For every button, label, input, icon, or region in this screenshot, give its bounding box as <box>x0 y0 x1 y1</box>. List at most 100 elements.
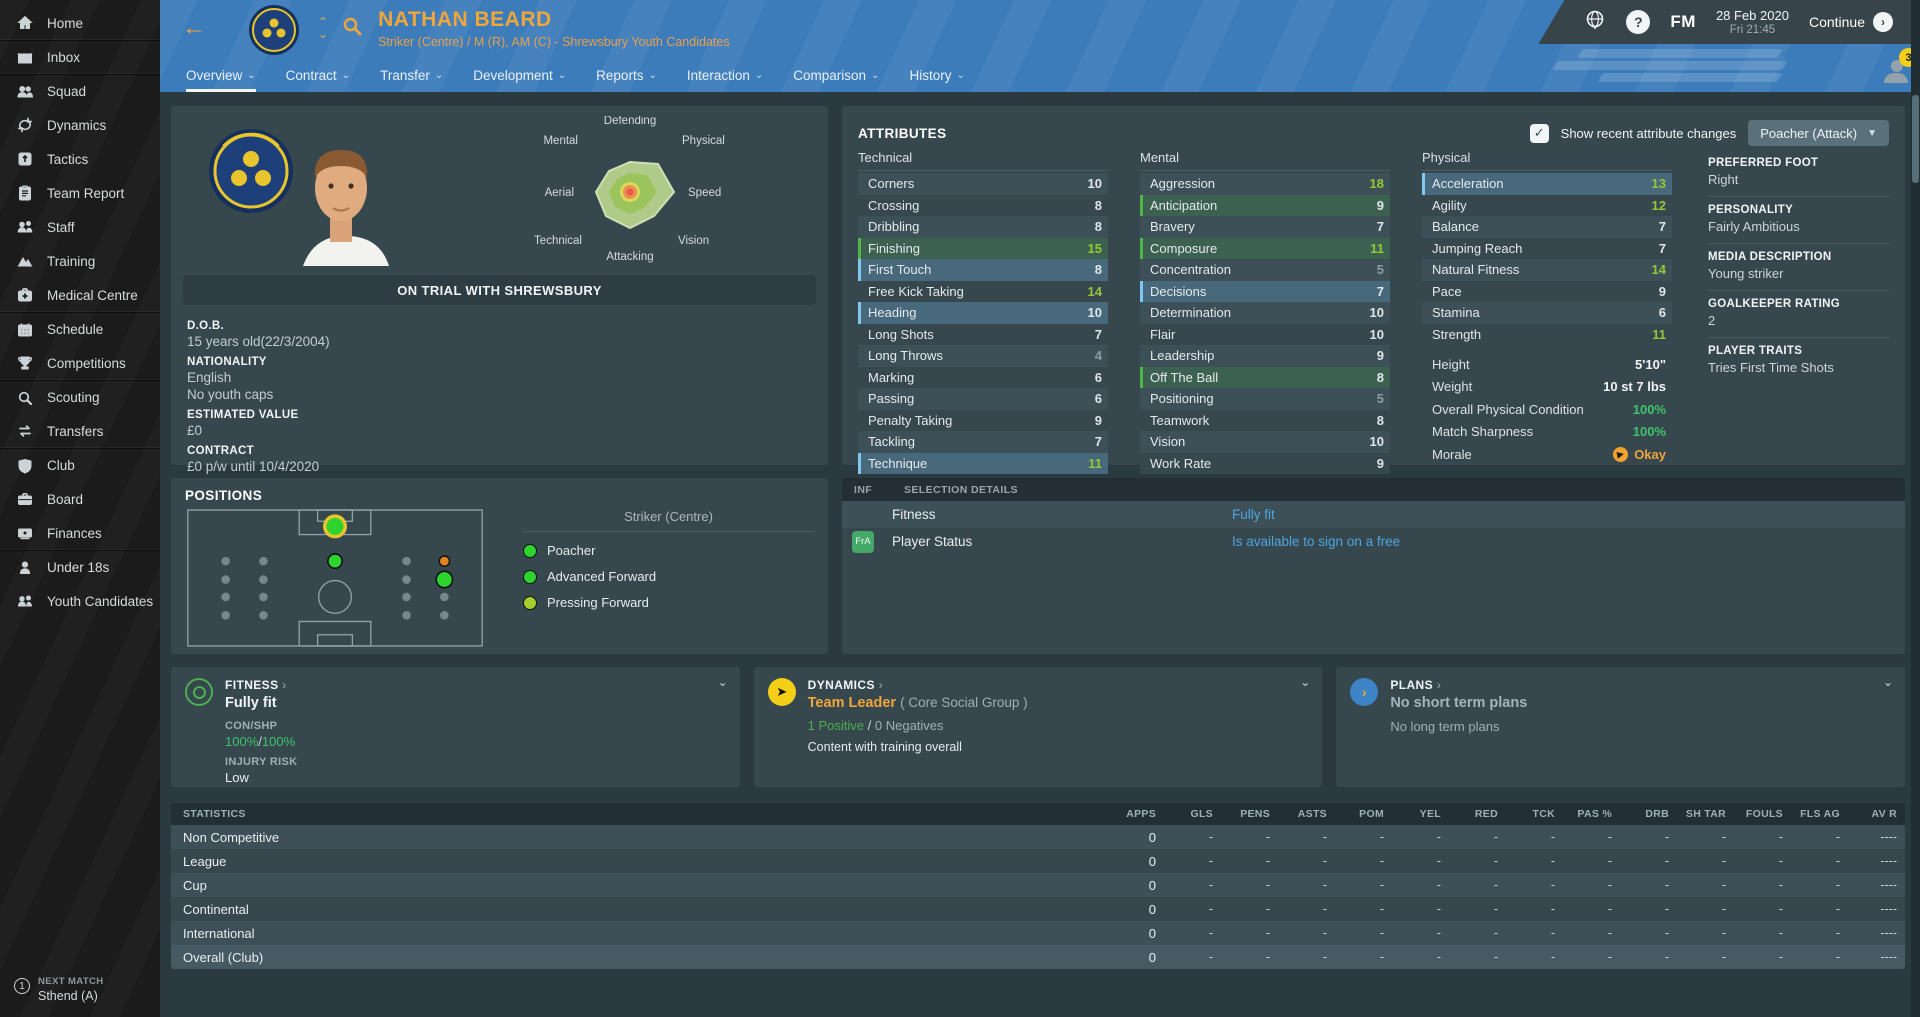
attribute-row-dribbling[interactable]: Dribbling 8 <box>858 216 1108 238</box>
stats-column-fouls[interactable]: FOULS <box>1745 808 1783 820</box>
player-cycle-control[interactable]: ⌃ ⌄ <box>318 15 329 41</box>
attribute-row-leadership[interactable]: Leadership 9 <box>1140 345 1390 367</box>
sidebar-item-tactics[interactable]: Tactics <box>0 142 160 176</box>
role-dropdown[interactable]: Poacher (Attack) ▼ <box>1748 120 1889 146</box>
continue-button[interactable]: Continue › <box>1809 12 1893 32</box>
attribute-row-teamwork[interactable]: Teamwork 8 <box>1140 409 1390 431</box>
sidebar-item-medical-centre[interactable]: Medical Centre <box>0 278 160 312</box>
attribute-row-composure[interactable]: Composure 11 <box>1140 237 1390 259</box>
show-changes-checkbox[interactable]: ✓ <box>1529 123 1549 143</box>
next-match[interactable]: 1 NEXT MATCH Sthend (A) <box>0 966 160 1017</box>
stats-column-drb[interactable]: DRB <box>1645 808 1669 820</box>
attribute-row-balance[interactable]: Balance 7 <box>1422 216 1672 238</box>
attribute-row-flair[interactable]: Flair 10 <box>1140 323 1390 345</box>
attribute-row-work-rate[interactable]: Work Rate 9 <box>1140 452 1390 474</box>
attribute-row-decisions[interactable]: Decisions 7 <box>1140 280 1390 302</box>
plans-panel[interactable]: ⌄ › PLANS › No short term plans No long … <box>1336 667 1905 787</box>
chevron-down-icon[interactable]: ⌄ <box>1300 675 1311 689</box>
attribute-row-positioning[interactable]: Positioning 5 <box>1140 388 1390 410</box>
attribute-row-pace[interactable]: Pace 9 <box>1422 280 1672 302</box>
fm-logo[interactable]: FM <box>1670 12 1696 31</box>
tab-history[interactable]: History ⌄ <box>909 68 964 92</box>
dynamics-panel[interactable]: ⌄ ➤ DYNAMICS › Team Leader ( Core Social… <box>753 667 1323 787</box>
attribute-row-free-kick-taking[interactable]: Free Kick Taking 14 <box>858 280 1108 302</box>
attribute-row-passing[interactable]: Passing 6 <box>858 388 1108 410</box>
stats-column-gls[interactable]: GLS <box>1190 808 1213 820</box>
role-legend-item-advanced-forward[interactable]: Advanced Forward <box>523 569 814 584</box>
club-badge[interactable] <box>248 4 300 56</box>
sidebar-item-finances[interactable]: Finances <box>0 516 160 550</box>
stats-column-sh-tar[interactable]: SH TAR <box>1685 808 1726 820</box>
stats-column-yel[interactable]: YEL <box>1419 808 1441 820</box>
attribute-row-strength[interactable]: Strength 11 <box>1422 323 1672 345</box>
attribute-row-corners[interactable]: Corners 10 <box>858 173 1108 195</box>
attribute-row-jumping-reach[interactable]: Jumping Reach 7 <box>1422 237 1672 259</box>
stats-column-red[interactable]: RED <box>1474 808 1498 820</box>
sidebar-item-schedule[interactable]: Schedule <box>0 312 160 346</box>
attribute-row-anticipation[interactable]: Anticipation 9 <box>1140 194 1390 216</box>
attribute-row-finishing[interactable]: Finishing 15 <box>858 237 1108 259</box>
globe-icon[interactable] <box>1584 9 1606 36</box>
scrollbar-thumb[interactable] <box>1912 95 1919 183</box>
chevron-down-icon[interactable]: ⌄ <box>717 675 728 689</box>
sidebar-item-under-18s[interactable]: Under 18s <box>0 550 160 584</box>
sidebar-item-youth-candidates[interactable]: Youth Candidates <box>0 584 160 618</box>
attribute-row-stamina[interactable]: Stamina 6 <box>1422 302 1672 324</box>
search-icon[interactable] <box>342 16 362 41</box>
stats-column-pens[interactable]: PENS <box>1240 808 1270 820</box>
selection-value-link[interactable]: Is available to sign on a free <box>1232 534 1401 549</box>
tab-overview[interactable]: Overview ⌄ <box>186 68 256 92</box>
sidebar-item-team-report[interactable]: Team Report <box>0 176 160 210</box>
sidebar-item-transfers[interactable]: Transfers <box>0 414 160 448</box>
chevron-down-icon[interactable]: ⌄ <box>1882 675 1893 689</box>
attribute-row-first-touch[interactable]: First Touch 8 <box>858 259 1108 281</box>
tab-development[interactable]: Development ⌄ <box>473 68 566 92</box>
sidebar-item-squad[interactable]: Squad <box>0 74 160 108</box>
attribute-row-tackling[interactable]: Tackling 7 <box>858 431 1108 453</box>
sidebar-item-scouting[interactable]: Scouting <box>0 380 160 414</box>
role-legend-item-poacher[interactable]: Poacher <box>523 543 814 558</box>
sidebar-item-home[interactable]: Home <box>0 6 160 40</box>
selection-value-link[interactable]: Fully fit <box>1232 507 1275 522</box>
stats-column-fls-ag[interactable]: FLS AG <box>1800 808 1840 820</box>
attribute-row-concentration[interactable]: Concentration 5 <box>1140 259 1390 281</box>
sidebar-item-club[interactable]: Club <box>0 448 160 482</box>
tab-interaction[interactable]: Interaction ⌄ <box>687 68 763 92</box>
attribute-row-crossing[interactable]: Crossing 8 <box>858 194 1108 216</box>
attribute-row-penalty-taking[interactable]: Penalty Taking 9 <box>858 409 1108 431</box>
attribute-row-acceleration[interactable]: Acceleration 13 <box>1422 173 1672 195</box>
attribute-row-long-throws[interactable]: Long Throws 4 <box>858 345 1108 367</box>
attribute-row-determination[interactable]: Determination 10 <box>1140 302 1390 324</box>
attribute-row-agility[interactable]: Agility 12 <box>1422 194 1672 216</box>
attribute-row-bravery[interactable]: Bravery 7 <box>1140 216 1390 238</box>
attribute-row-technique[interactable]: Technique 11 <box>858 452 1108 474</box>
stats-column-asts[interactable]: ASTS <box>1297 808 1327 820</box>
tab-comparison[interactable]: Comparison ⌄ <box>793 68 879 92</box>
attribute-row-aggression[interactable]: Aggression 18 <box>1140 173 1390 195</box>
help-icon[interactable]: ? <box>1626 10 1651 34</box>
back-arrow-icon[interactable]: ← <box>182 14 206 41</box>
fitness-panel[interactable]: ⌄ FITNESS › Fully fit CON/SHP 100%/100% … <box>171 667 740 787</box>
attribute-row-natural-fitness[interactable]: Natural Fitness 14 <box>1422 259 1672 281</box>
tab-reports[interactable]: Reports ⌄ <box>596 68 657 92</box>
attribute-row-heading[interactable]: Heading 10 <box>858 302 1108 324</box>
sidebar-item-inbox[interactable]: Inbox <box>0 40 160 74</box>
sidebar-item-board[interactable]: Board <box>0 482 160 516</box>
stats-column-tck[interactable]: TCK <box>1532 808 1555 820</box>
attribute-row-off-the-ball[interactable]: Off The Ball 8 <box>1140 366 1390 388</box>
stats-column-av-r[interactable]: AV R <box>1871 808 1897 820</box>
sidebar-item-staff[interactable]: Staff <box>0 210 160 244</box>
role-legend-item-pressing-forward[interactable]: Pressing Forward <box>523 595 814 610</box>
attribute-row-long-shots[interactable]: Long Shots 7 <box>858 323 1108 345</box>
stats-column-apps[interactable]: APPS <box>1126 808 1156 820</box>
stats-column-pas[interactable]: PAS % <box>1577 808 1612 820</box>
attribute-row-marking[interactable]: Marking 6 <box>858 366 1108 388</box>
sidebar-item-dynamics[interactable]: Dynamics <box>0 108 160 142</box>
tab-transfer[interactable]: Transfer ⌄ <box>380 68 443 92</box>
page-scrollbar[interactable] <box>1911 0 1920 1017</box>
attribute-row-vision[interactable]: Vision 10 <box>1140 431 1390 453</box>
stats-column-pom[interactable]: POM <box>1359 808 1384 820</box>
sidebar-item-competitions[interactable]: Competitions <box>0 346 160 380</box>
tab-contract[interactable]: Contract ⌄ <box>286 68 350 92</box>
sidebar-item-training[interactable]: Training <box>0 244 160 278</box>
